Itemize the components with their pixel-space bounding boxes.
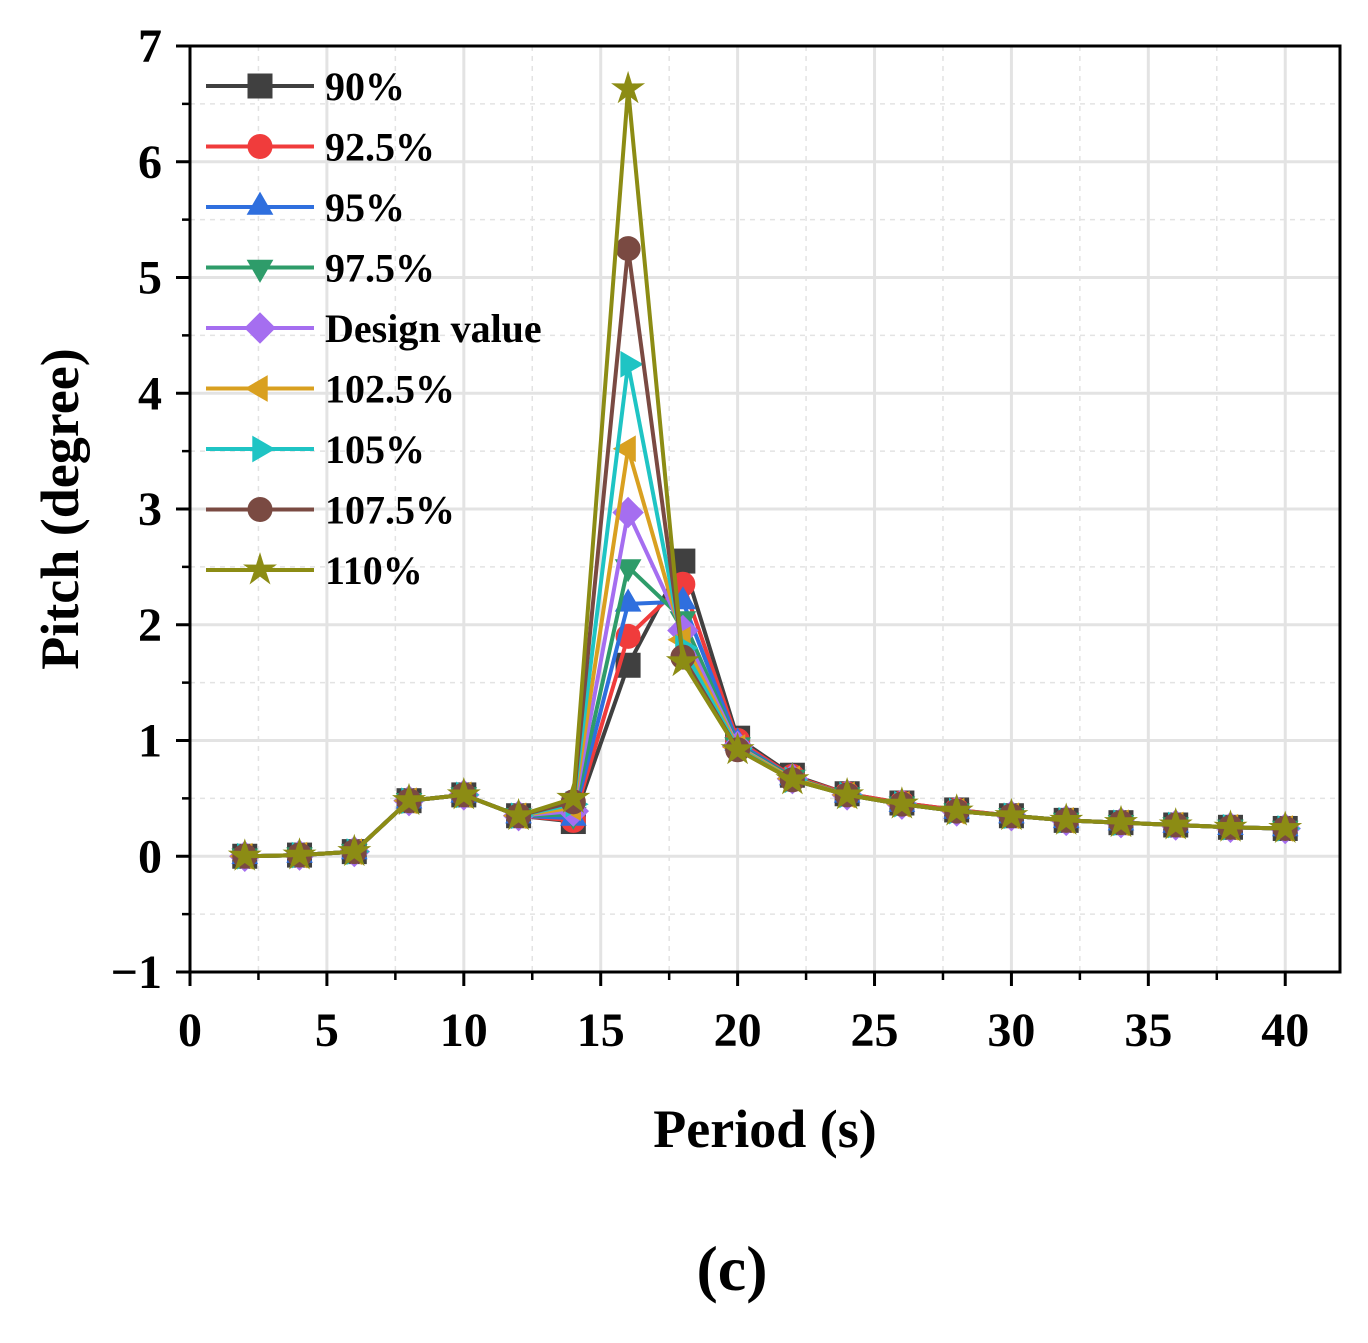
- data-point: 107.5%: (16, 5.25): [615, 236, 641, 262]
- y-axis-title: Pitch (degree): [30, 348, 90, 669]
- legend-marker: [246, 259, 274, 283]
- y-tick-label: 3: [138, 483, 162, 536]
- legend-marker: [244, 312, 276, 344]
- legend-item: 92.5%: [206, 125, 435, 170]
- legend-item: 105%: [206, 427, 425, 472]
- data-point: 110%: (16, 6.63): [611, 70, 646, 104]
- series-0: 90%: (2, 0)90%: (4, 0.01)90%: (6, 0.04)9…: [232, 548, 1298, 869]
- data-point: 110%: (20, 0.92): [720, 731, 755, 765]
- y-tick-label: 5: [138, 252, 162, 305]
- legend-label: 107.5%: [325, 488, 455, 533]
- legend-item: 110%: [206, 548, 423, 593]
- data-point: 110%: (40, 0.24): [1268, 810, 1303, 843]
- x-tick-label: 30: [987, 1004, 1035, 1057]
- legend-label: 97.5%: [325, 246, 435, 291]
- legend-marker: [247, 497, 273, 522]
- data-point: 110%: (24, 0.53): [830, 777, 865, 810]
- y-tick-label: 4: [138, 367, 162, 420]
- data-point: 97.5%: (16, 2.5): [614, 559, 642, 583]
- data-point: 110%: (12, 0.35): [501, 797, 536, 831]
- x-tick-label: 40: [1261, 1004, 1309, 1057]
- data-point: 110%: (14, 0.5): [556, 780, 591, 813]
- x-tick-label: 20: [714, 1004, 762, 1057]
- series-lines: 90%: (2, 0)90%: (4, 0.01)90%: (6, 0.04)9…: [227, 70, 1303, 873]
- x-tick-label: 25: [851, 1004, 899, 1057]
- legend-item: 90%: [206, 64, 405, 109]
- legend-label: 102.5%: [325, 367, 455, 412]
- legend-label: 95%: [325, 185, 405, 230]
- y-tick-label: 1: [138, 715, 162, 768]
- y-tick-label: 0: [138, 830, 162, 883]
- legend-item: Design value: [206, 306, 542, 351]
- x-tick-label: 35: [1124, 1004, 1172, 1057]
- legend-marker: [247, 134, 273, 159]
- data-point: 110%: (36, 0.27): [1158, 807, 1193, 840]
- legend-marker: [252, 435, 276, 463]
- legend-item: 97.5%: [206, 246, 435, 291]
- data-point: 105%: (16, 4.25): [620, 350, 644, 378]
- legend-marker: [244, 375, 268, 402]
- figure-caption: (c): [696, 1233, 767, 1304]
- x-tick-label: 0: [178, 1004, 202, 1057]
- data-point: 110%: (32, 0.31): [1049, 802, 1084, 835]
- x-tick-label: 15: [577, 1004, 625, 1057]
- legend-label: Design value: [325, 306, 542, 351]
- x-axis-title: Period (s): [653, 1099, 876, 1159]
- data-point: 110%: (10, 0.53): [446, 777, 481, 810]
- grid-lines: [190, 46, 1340, 972]
- y-tick-label: −1: [111, 946, 162, 999]
- legend: 90% 92.5% 95% 97.5% Design value 102.5% 105% 10…: [206, 64, 542, 593]
- legend-label: 92.5%: [325, 125, 435, 170]
- axes: 0 5 10 15 20 25 30 35 40 −1 0 1 2 3 4 5 6 7: [111, 20, 1310, 1057]
- data-point: 110%: (34, 0.29): [1103, 804, 1139, 838]
- y-tick-label: 6: [138, 136, 162, 189]
- x-tick-label: 10: [440, 1004, 488, 1057]
- x-tick-label: 5: [315, 1004, 339, 1057]
- data-point: 110%: (28, 0.39): [939, 793, 974, 826]
- legend-label: 105%: [325, 427, 425, 472]
- series-8: 110%: (2, 0) 110%: (4, 0.01) 110%: (6, 0.0…: [227, 70, 1303, 871]
- data-point: 110%: (4, 0.01): [282, 837, 317, 870]
- legend-marker: [247, 73, 273, 99]
- data-point: 110%: (26, 0.45): [884, 786, 919, 819]
- legend-label: 90%: [325, 64, 405, 109]
- data-point: 102.5%: (16, 3.52): [612, 435, 636, 463]
- legend-marker: [243, 552, 277, 585]
- legend-marker: [246, 191, 274, 215]
- legend-item: 107.5%: [206, 488, 455, 533]
- data-point: 110%: (8, 0.48): [391, 782, 427, 816]
- data-point: 110%: (2, 0): [227, 838, 262, 871]
- y-tick-label: 7: [138, 20, 162, 73]
- data-point: 110%: (38, 0.25): [1213, 809, 1248, 842]
- data-point: 110%: (18, 1.68): [665, 643, 700, 677]
- legend-item: 102.5%: [206, 367, 455, 412]
- data-point: 110%: (30, 0.35): [994, 797, 1029, 831]
- legend-item: 95%: [206, 185, 405, 230]
- data-point: 110%: (6, 0.04): [337, 833, 372, 867]
- legend-label: 110%: [325, 548, 423, 593]
- data-point: 110%: (22, 0.66): [775, 762, 810, 795]
- y-tick-label: 2: [138, 599, 162, 652]
